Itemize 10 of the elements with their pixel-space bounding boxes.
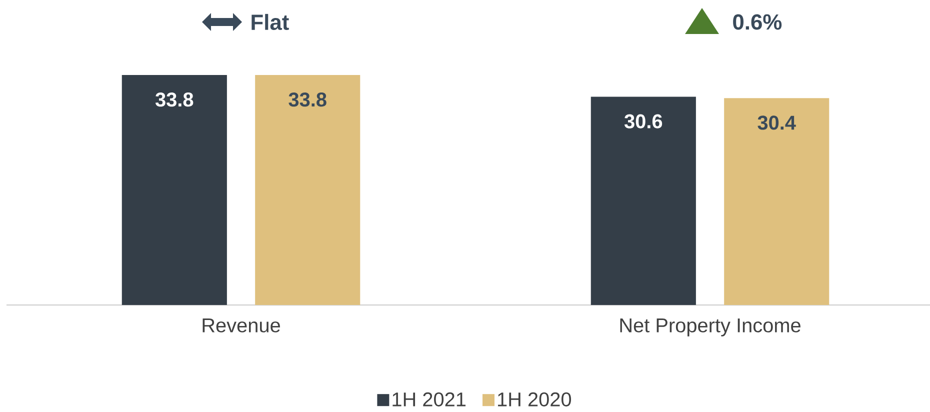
data-label: 30.6 <box>624 114 662 128</box>
text: Flat <box>252 14 289 30</box>
data-label: 33.8 <box>155 92 194 107</box>
legend-label: 1H 2020 <box>498 392 572 406</box>
x-tick-label: Revenue <box>202 318 280 332</box>
data-label: 30.4 <box>758 116 796 130</box>
text: 0.6% <box>733 14 782 30</box>
legend-label: 1H 2021 <box>392 392 466 406</box>
data-label: 33.8 <box>288 92 326 107</box>
x-tick-label: Net Property Income <box>620 318 800 336</box>
